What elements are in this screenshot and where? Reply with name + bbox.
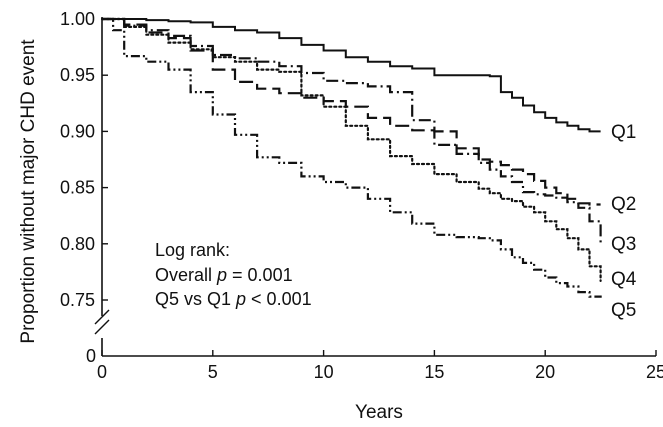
y-axis-break-mark (94, 309, 110, 335)
series-label-q5: Q5 (611, 300, 636, 321)
y-tick-label: 0.85 (60, 178, 95, 198)
series-line-q2 (102, 17, 601, 206)
y-axis-title: Proportion without major CHD event (18, 39, 39, 344)
axes: 0 5 10 15 20 25 0.75 0.80 0.85 0.90 0.95 1.00 0 (60, 9, 663, 382)
series-lines (100, 17, 602, 298)
y-tick-label: 1.00 (60, 9, 95, 29)
y-tick-label: 0.95 (60, 65, 95, 85)
series-label-q2: Q2 (611, 194, 636, 215)
annotation-line-2-p: p (216, 265, 227, 285)
y-tick-label-zero: 0 (86, 346, 96, 366)
x-tick-label: 15 (424, 362, 444, 382)
series-line-q4 (100, 17, 602, 282)
annotation-line-2-suffix: = 0.001 (227, 265, 293, 285)
series-label-q4: Q4 (611, 269, 637, 290)
annotation-line-3-p: p (235, 289, 246, 309)
y-tick-label: 0.90 (60, 121, 95, 141)
series-labels: Q1 Q2 Q3 Q4 Q5 (611, 122, 637, 321)
y-tick-label: 0.80 (60, 234, 95, 254)
x-ticks: 0 5 10 15 20 25 (97, 350, 663, 382)
series-line-q3 (102, 17, 602, 244)
x-tick-label: 5 (208, 362, 218, 382)
annotation-line-1: Log rank: (155, 240, 230, 260)
annotation-line-2-prefix: Overall (155, 265, 217, 285)
annotation-line-3-suffix: < 0.001 (246, 289, 312, 309)
annotation-line-2: Overall p = 0.001 (155, 265, 293, 285)
series-line-q5 (102, 17, 602, 298)
series-line-q1 (102, 18, 601, 133)
y-ticks: 0.75 0.80 0.85 0.90 0.95 1.00 (60, 9, 108, 310)
x-tick-label: 10 (314, 362, 334, 382)
series-label-q3: Q3 (611, 234, 636, 255)
annotation-line-3: Q5 vs Q1 p < 0.001 (155, 289, 312, 309)
x-tick-label: 20 (535, 362, 555, 382)
x-tick-label: 0 (97, 362, 107, 382)
x-axis-title: Years (355, 402, 403, 423)
series-label-q1: Q1 (611, 122, 636, 143)
log-rank-annotation: Log rank: Overall p = 0.001 Q5 vs Q1 p <… (155, 240, 312, 309)
x-tick-label: 25 (646, 362, 663, 382)
annotation-line-3-prefix: Q5 vs Q1 (155, 289, 236, 309)
y-tick-label: 0.75 (60, 290, 95, 310)
